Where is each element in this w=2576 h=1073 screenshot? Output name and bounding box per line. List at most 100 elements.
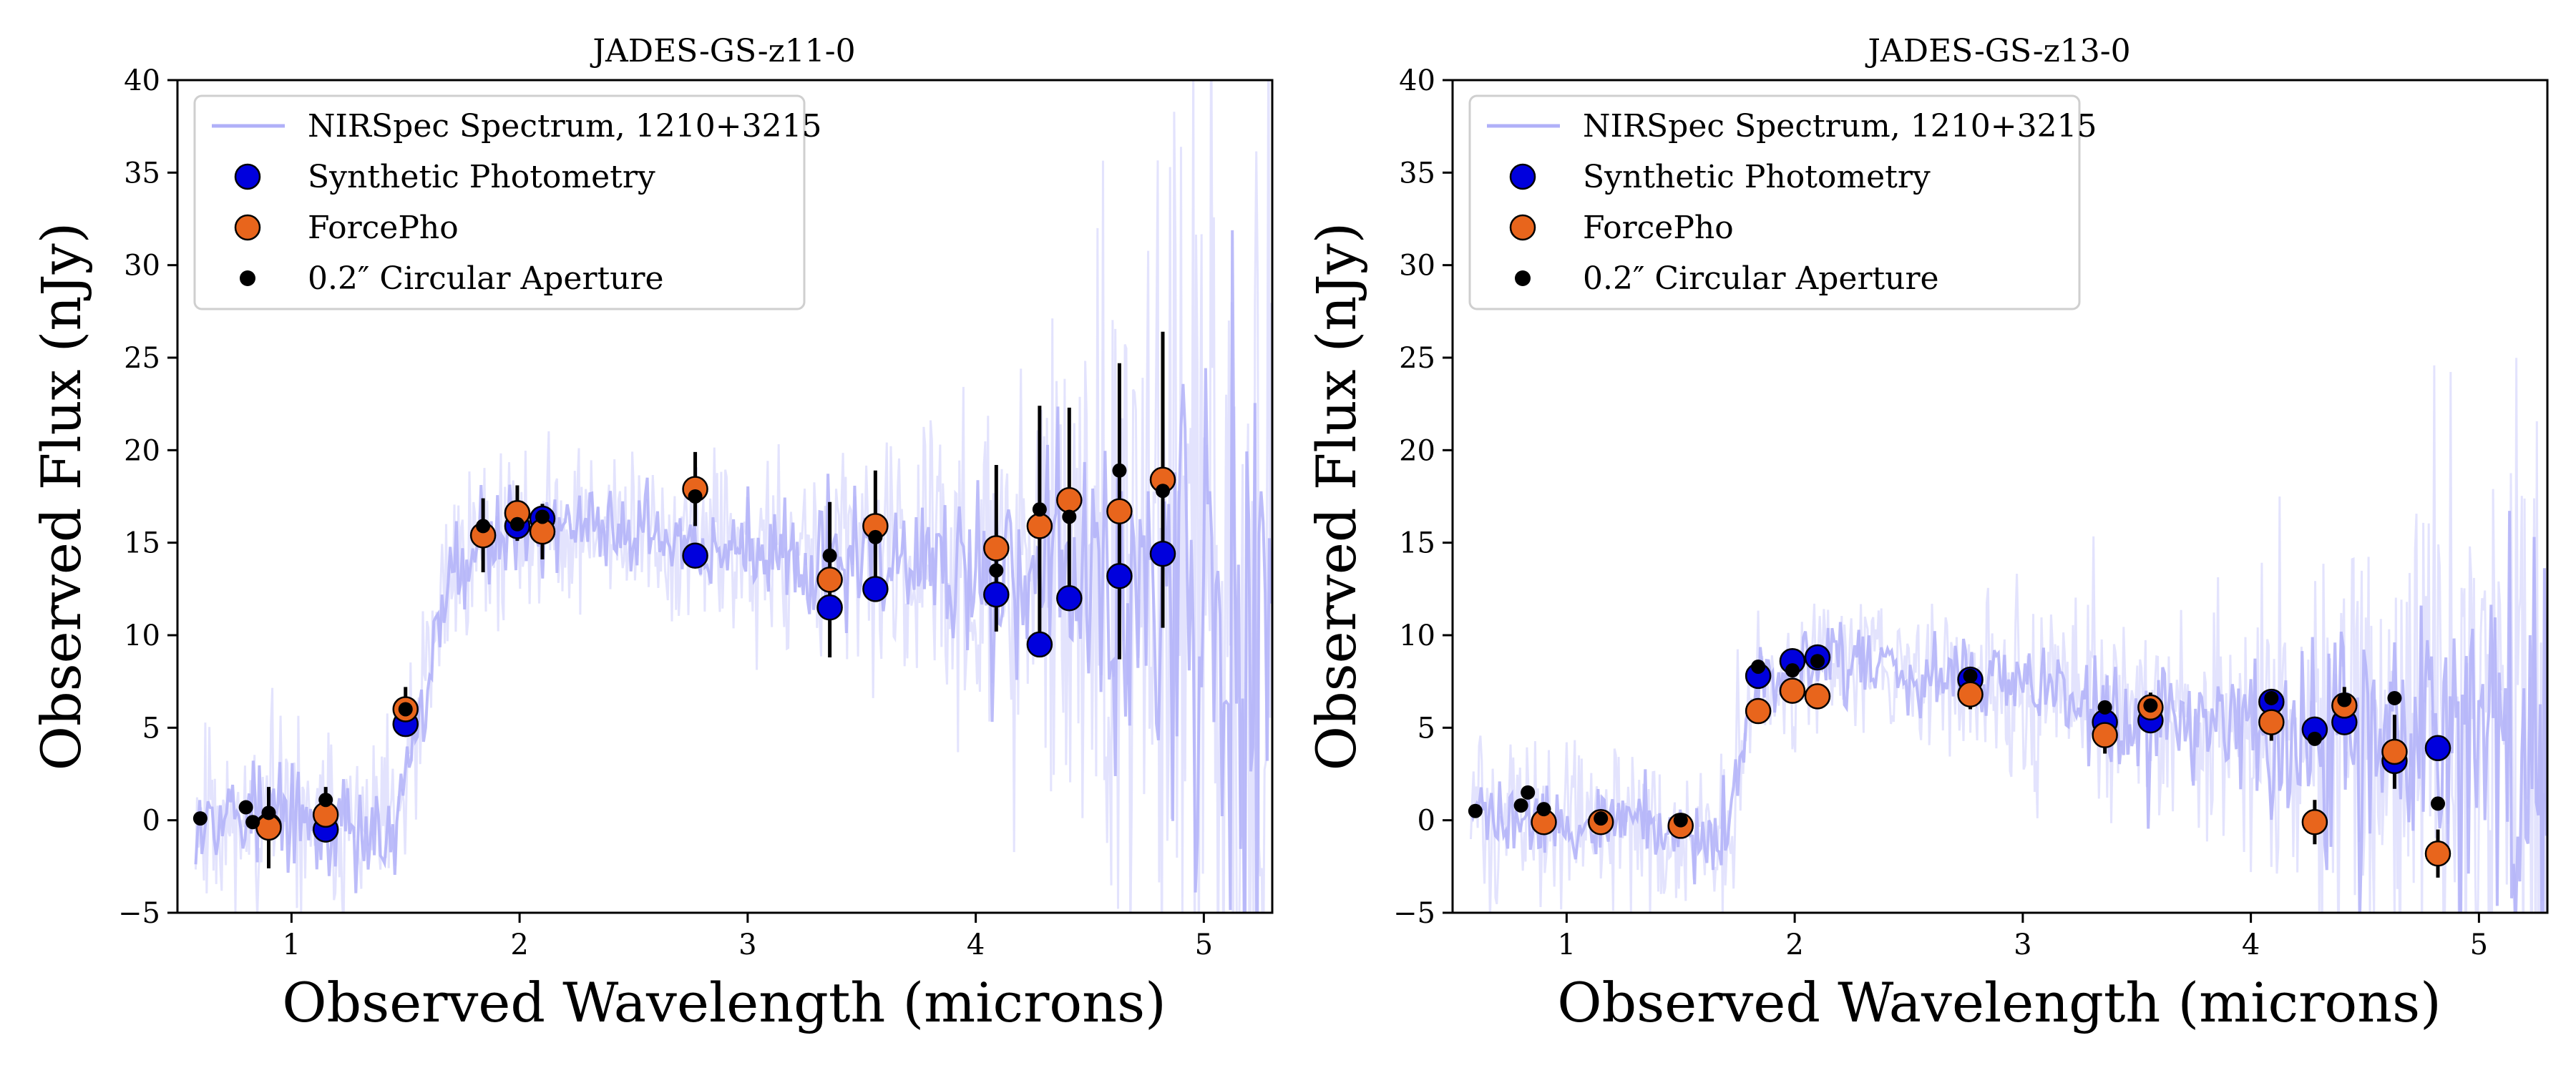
aperture-point xyxy=(1594,811,1609,826)
spectrum-line-group xyxy=(1469,358,2547,913)
legend: NIRSpec Spectrum, 1210+3215 Synthetic Ph… xyxy=(193,94,822,310)
y-tick-label: 35 xyxy=(1399,157,1435,190)
panel-title: JADES-GS-z13-0 xyxy=(1865,33,2130,69)
forcepho-point xyxy=(2258,709,2285,735)
spectrum-line-faint xyxy=(1470,358,2547,913)
y-tick-label: −5 xyxy=(118,897,160,930)
synthetic-photometry-point xyxy=(1056,585,1083,612)
forcepho-point xyxy=(2092,722,2118,748)
legend-label-spectrum: NIRSpec Spectrum, 1210+3215 xyxy=(1583,108,2097,144)
legend-synthetic-swatch xyxy=(234,163,261,190)
x-tick-label: 5 xyxy=(2470,929,2488,961)
x-tick-label: 3 xyxy=(2014,929,2031,961)
forcepho-point xyxy=(1957,681,1984,708)
spectrum-line-group xyxy=(194,80,1272,913)
legend-forcepho-swatch xyxy=(234,214,261,241)
aperture-point xyxy=(2097,700,2112,715)
x-axis-ticks: 1 2 3 4 5 xyxy=(1558,913,2488,961)
aperture-point xyxy=(868,529,883,544)
aperture-point xyxy=(238,800,253,815)
legend-forcepho-swatch xyxy=(1509,214,1536,241)
aperture-point xyxy=(1156,484,1170,499)
legend-aperture-swatch xyxy=(1515,270,1531,286)
y-tick-label: 15 xyxy=(1399,527,1435,560)
forcepho-point xyxy=(1779,677,1806,704)
legend-label-forcepho: ForcePho xyxy=(1583,210,1734,246)
legend-label-synthetic: Synthetic Photometry xyxy=(308,159,655,195)
aperture-point xyxy=(398,702,413,717)
synthetic-photometry-point xyxy=(682,542,708,569)
y-tick-label: 40 xyxy=(124,64,160,97)
x-tick-label: 2 xyxy=(510,929,528,961)
y-tick-label: 15 xyxy=(124,527,160,560)
aperture-point xyxy=(318,793,333,808)
aperture-point xyxy=(2337,692,2352,707)
y-tick-label: 5 xyxy=(142,712,160,745)
y-tick-label: −5 xyxy=(1393,897,1435,930)
aperture-point xyxy=(476,519,491,534)
forcepho-point xyxy=(2424,840,2451,867)
legend-box xyxy=(193,94,806,310)
y-tick-label: 35 xyxy=(124,157,160,190)
aperture-point xyxy=(1521,785,1536,800)
aperture-point xyxy=(2143,698,2158,713)
y-tick-label: 25 xyxy=(1399,342,1435,375)
aperture-point xyxy=(2431,796,2445,811)
y-tick-label: 20 xyxy=(124,434,160,467)
forcepho-point xyxy=(1026,513,1053,539)
forcepho-point xyxy=(1804,683,1831,710)
aperture-point xyxy=(1468,803,1483,818)
spectrum-line xyxy=(1469,511,2547,913)
aperture-point xyxy=(1963,668,1978,683)
y-axis-ticks: −5 0 5 10 15 20 25 30 35 40 xyxy=(118,64,177,930)
y-tick-label: 5 xyxy=(1418,712,1435,745)
axes-frame xyxy=(176,79,1274,914)
marker-group xyxy=(1468,644,2451,867)
marker-group xyxy=(192,463,1176,843)
aperture-point xyxy=(1112,463,1127,478)
x-tick-label: 1 xyxy=(1558,929,1576,961)
aperture-point xyxy=(1536,802,1551,817)
y-tick-label: 40 xyxy=(1399,64,1435,97)
synthetic-photometry-point xyxy=(1026,631,1053,658)
legend-synthetic-swatch xyxy=(1509,163,1536,190)
y-axis-label: Observed Flux (nJy) xyxy=(1304,222,1368,771)
legend-label-aperture: 0.2″ Circular Aperture xyxy=(308,260,664,297)
axes-frame xyxy=(1451,79,2549,914)
synthetic-photometry-point xyxy=(983,581,1010,608)
aperture-point xyxy=(989,563,1004,578)
x-axis-label: Observed Wavelength (microns) xyxy=(282,971,1166,1034)
legend-box xyxy=(1468,94,2081,310)
aperture-point xyxy=(509,516,525,531)
forcepho-point xyxy=(816,567,843,593)
y-tick-label: 10 xyxy=(1399,619,1435,652)
y-tick-label: 10 xyxy=(124,619,160,652)
synthetic-photometry-point xyxy=(1149,540,1176,567)
x-tick-label: 5 xyxy=(1195,929,1213,961)
legend: NIRSpec Spectrum, 1210+3215 Synthetic Ph… xyxy=(1468,94,2097,310)
spectrum-line xyxy=(194,230,1272,913)
aperture-point xyxy=(2387,690,2402,705)
y-tick-label: 20 xyxy=(1399,434,1435,467)
aperture-point xyxy=(535,509,550,524)
aperture-point xyxy=(2307,731,2322,746)
x-tick-label: 3 xyxy=(738,929,756,961)
y-tick-label: 25 xyxy=(124,342,160,375)
aperture-point xyxy=(245,815,260,830)
y-tick-label: 30 xyxy=(124,250,160,283)
forcepho-point xyxy=(1056,486,1083,514)
y-axis-ticks: −5 0 5 10 15 20 25 30 35 40 xyxy=(1393,64,1453,930)
aperture-point xyxy=(1513,798,1528,813)
synthetic-photometry-point xyxy=(862,576,889,602)
forcepho-point xyxy=(1745,697,1772,725)
panel-title: JADES-GS-z11-0 xyxy=(590,33,855,69)
aperture-point xyxy=(1785,663,1800,678)
x-axis-label: Observed Wavelength (microns) xyxy=(1557,971,2441,1034)
legend-label-forcepho: ForcePho xyxy=(308,210,459,246)
x-tick-label: 4 xyxy=(2242,929,2260,961)
aperture-point xyxy=(261,805,276,820)
aperture-point xyxy=(1673,813,1688,828)
forcepho-point xyxy=(983,535,1010,562)
legend-aperture-swatch xyxy=(240,270,255,286)
